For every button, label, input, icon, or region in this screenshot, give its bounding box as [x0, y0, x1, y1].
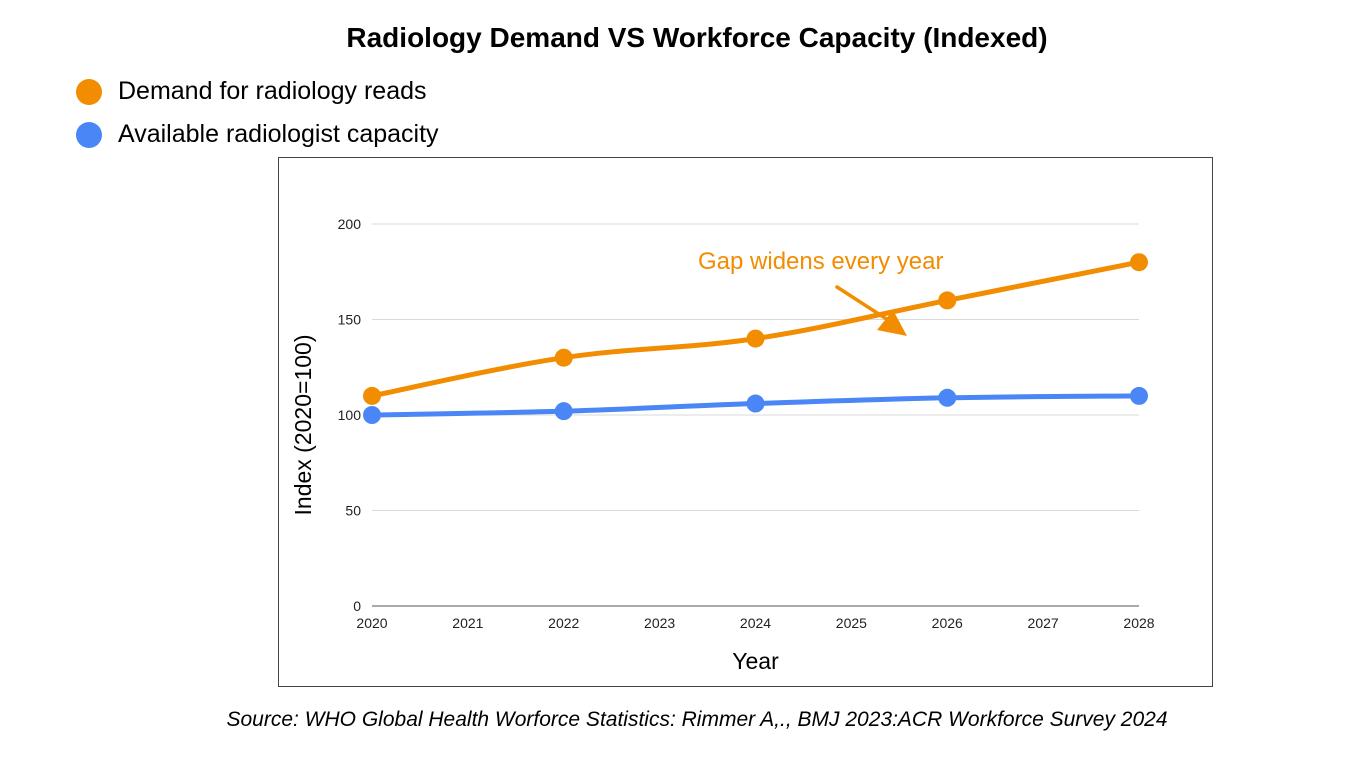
x-tick-label: 2021 — [452, 615, 483, 631]
chart-legend: Demand for radiology reads Available rad… — [76, 70, 439, 156]
x-axis-label: Year — [732, 648, 779, 674]
annotation-arrow-head — [877, 310, 907, 336]
x-tick-label: 2026 — [932, 615, 963, 631]
annotation-arrow-shaft — [835, 285, 893, 324]
y-tick-label: 100 — [338, 407, 362, 423]
data-point-capacity-2028 — [1130, 386, 1148, 405]
data-point-demand-2022 — [554, 348, 573, 367]
x-tick-label: 2020 — [356, 615, 387, 631]
data-point-demand-2028 — [1130, 253, 1148, 272]
y-axis-label: Index (2020=100) — [290, 335, 316, 516]
annotation-text: Gap widens every year — [698, 248, 943, 275]
chart-title: Radiology Demand VS Workforce Capacity (… — [346, 22, 1048, 53]
data-point-capacity-2020 — [363, 406, 381, 424]
series-line-demand — [369, 259, 1142, 399]
x-tick-label: 2022 — [548, 615, 579, 631]
legend-marker-demand — [76, 78, 102, 105]
line-chart: 0 50 100 150 200 2020 2021 2022 2023 2024 2025 2026… — [290, 216, 1155, 674]
data-point-capacity-2026 — [938, 388, 957, 407]
data-point-demand-2026 — [938, 291, 957, 310]
legend-marker-capacity — [76, 121, 102, 148]
data-point-capacity-2022 — [554, 402, 573, 421]
legend-label-capacity: Available radiologist capacity — [118, 120, 439, 148]
legend-item-demand: Demand for radiology reads — [76, 70, 439, 113]
y-tick-label: 150 — [338, 312, 362, 328]
chart-frame: 0 50 100 150 200 2020 2021 2022 2023 2024 2025 2026… — [278, 157, 1213, 687]
source-note: Source: WHO Global Health Worforce Stati… — [226, 708, 1168, 731]
y-tick-label: 0 — [353, 598, 361, 614]
legend-item-capacity: Available radiologist capacity — [76, 113, 439, 156]
x-tick-label: 2027 — [1028, 615, 1059, 631]
legend-label-demand: Demand for radiology reads — [118, 77, 427, 105]
x-tick-label: 2024 — [740, 615, 771, 631]
data-point-capacity-2024 — [746, 394, 765, 413]
data-point-demand-2024 — [746, 329, 765, 348]
x-tick-label: 2025 — [836, 615, 867, 631]
y-tick-label: 200 — [338, 216, 362, 232]
data-point-demand-2020 — [363, 386, 381, 405]
x-tick-label: 2023 — [644, 615, 675, 631]
y-tick-label: 50 — [345, 503, 361, 519]
x-tick-label: 2028 — [1123, 615, 1154, 631]
